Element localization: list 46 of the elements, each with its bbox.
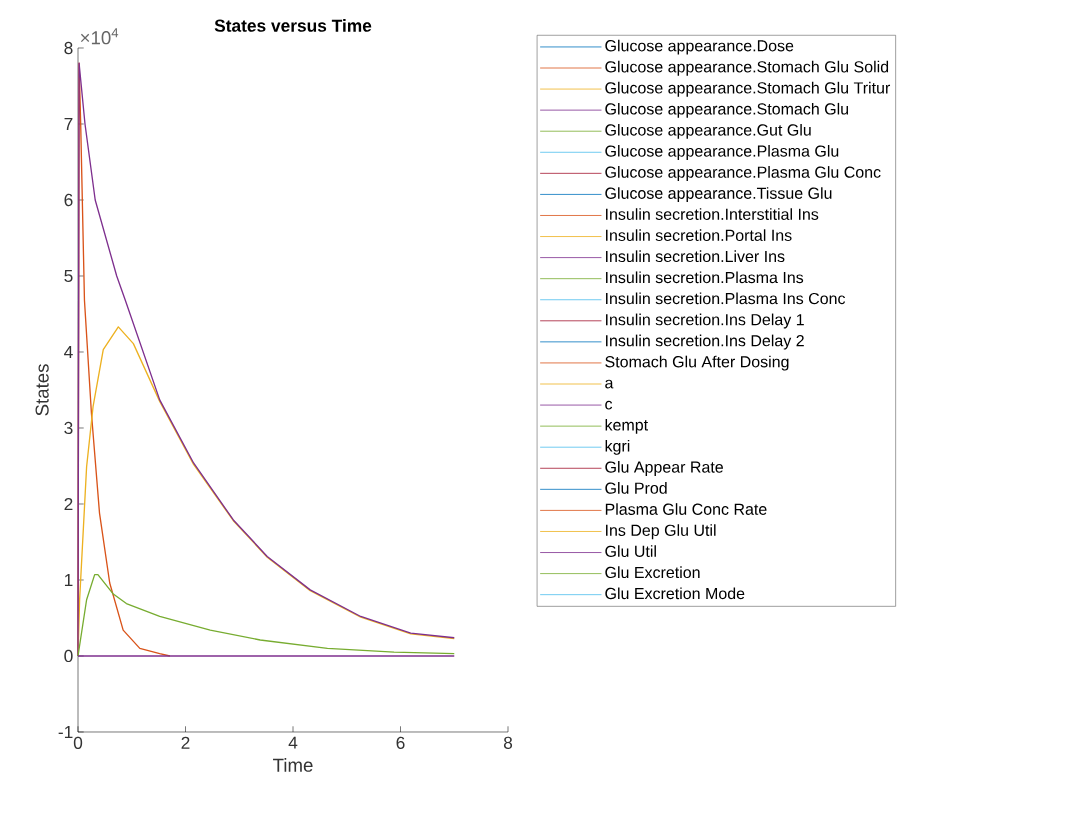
chart-title: States versus Time <box>214 19 372 32</box>
y-tick-label: 6 <box>64 193 73 207</box>
y-tick-label: 5 <box>64 269 73 283</box>
legend-label: Glu Util <box>605 545 656 558</box>
legend-label: Insulin secretion.Liver Ins <box>606 250 785 263</box>
y-tick-label: 0 <box>64 649 73 663</box>
x-tick-label: 0 <box>73 736 83 749</box>
legend-label: Glucose appearance.Stomach Glu <box>605 102 849 118</box>
legend-label: kgri <box>605 439 630 455</box>
legend-label: Glu Appear Rate <box>605 461 723 476</box>
x-tick-label: 2 <box>181 736 190 749</box>
legend-label: Glucose appearance.Dose <box>605 39 794 55</box>
legend-label: Glu Excretion <box>605 566 700 579</box>
legend-label: Plasma Glu Conc Rate <box>605 503 767 515</box>
legend-label: Glucose appearance.Gut Glu <box>605 123 811 139</box>
legend-label: Glucose appearance.Stomach Glu Solid <box>605 60 889 76</box>
legend-label: Glucose appearance.Stomach Glu Tritur <box>605 81 891 97</box>
legend-label: Glucose appearance.Plasma Glu Conc <box>605 166 881 181</box>
legend-label: a <box>605 379 614 389</box>
legend-label: Insulin secretion.Plasma Ins <box>606 271 804 284</box>
y-tick-label: 8 <box>64 41 73 55</box>
legend-label: Insulin secretion.Interstitial Ins <box>606 208 819 220</box>
legend-label: Insulin secretion.Ins Delay 2 <box>606 334 804 350</box>
x-tick-label: 8 <box>503 736 513 749</box>
y-tick-label: -1 <box>58 726 73 738</box>
legend-label: c <box>605 400 613 410</box>
legend-label: Stomach Glu After Dosing <box>605 355 789 371</box>
y-tick-label: 4 <box>64 346 73 358</box>
legend-label: kempt <box>605 418 648 434</box>
legend-label: Glu Excretion Mode <box>605 587 745 600</box>
legend-label: Ins Dep Glu Util <box>606 524 716 540</box>
x-axis-title: Time <box>273 758 313 772</box>
y-tick-label: 7 <box>64 118 73 130</box>
y-tick-label: 1 <box>64 574 73 586</box>
legend-label: Glucose appearance.Plasma Glu <box>605 145 839 160</box>
y-tick-label: 2 <box>64 497 73 511</box>
legend-label: Glucose appearance.Tissue Glu <box>605 187 832 203</box>
text: ×10$^{4}$ <box>80 28 119 45</box>
legend-label: Glu Prod <box>605 482 667 494</box>
legend-label: Insulin secretion.Plasma Ins Conc <box>606 292 846 305</box>
y-axis-title: States <box>35 364 49 416</box>
legend-label: Insulin secretion.Ins Delay 1 <box>606 313 804 329</box>
x-tick-label: 4 <box>288 736 298 749</box>
legend-label: Insulin secretion.Portal Ins <box>606 229 792 242</box>
y-tick-label: 3 <box>64 421 73 435</box>
x-tick-label: 6 <box>396 736 405 749</box>
